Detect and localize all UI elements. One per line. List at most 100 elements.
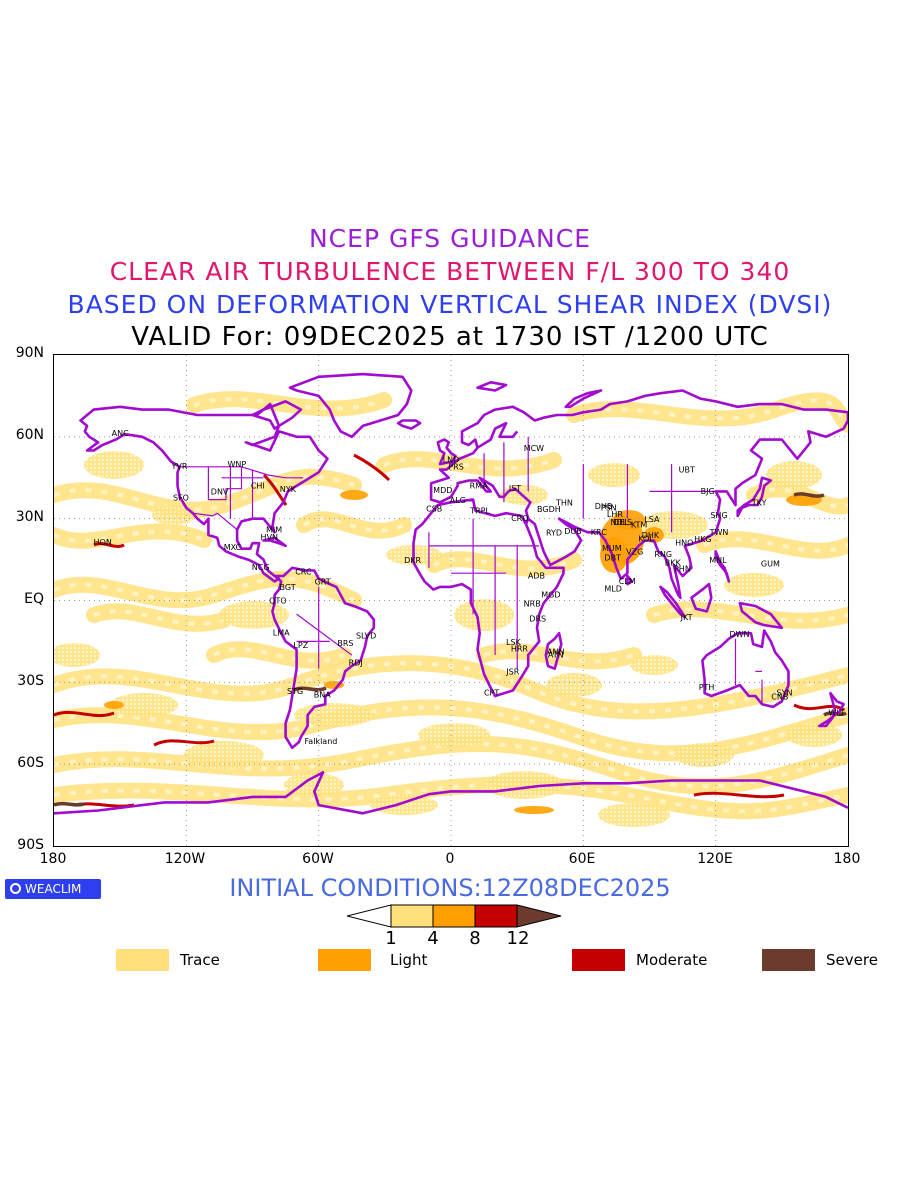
- station-label-stg: STG: [287, 687, 303, 696]
- lon-label-180w: 180: [39, 851, 67, 867]
- station-label-lsa: LSA: [644, 515, 660, 524]
- trace-band-gap: [54, 474, 355, 512]
- colorbar: [347, 904, 562, 928]
- coastline-iceland: [396, 419, 422, 430]
- station-label-mim: MIM: [266, 526, 282, 535]
- coastline-baffin: [251, 400, 303, 430]
- trace-band-gap: [54, 576, 355, 603]
- trace-patch: [598, 803, 670, 827]
- station-label-phn: PHN: [674, 564, 691, 573]
- station-label-dub: DUB: [564, 527, 582, 536]
- station-label-lsk: LSK: [506, 638, 522, 647]
- station-label-drs: DRS: [529, 615, 546, 624]
- colorbar-tick-4: 4: [427, 928, 439, 949]
- weaclim-logo: WEACLIM: [5, 879, 101, 899]
- trace-band: [54, 655, 848, 720]
- turbulence-layer: [54, 391, 848, 827]
- trace-patch: [786, 723, 842, 747]
- station-label-dhk: DHK: [642, 531, 660, 540]
- station-label-wnp: WNP: [227, 460, 246, 469]
- trace-patch: [454, 599, 514, 631]
- coastline-south-america: [271, 566, 376, 750]
- station-label-ann: ANN: [547, 648, 564, 657]
- weaclim-label: WEACLIM: [25, 882, 82, 896]
- trace-band-gap: [383, 457, 555, 471]
- legend-swatch-trace: [116, 949, 169, 971]
- station-label-hon: HON: [94, 538, 112, 547]
- trace-band: [54, 468, 362, 518]
- station-label-falkland: Falkland: [304, 737, 337, 746]
- legend-label-moderate: Moderate: [636, 951, 708, 969]
- trace-patch: [630, 655, 678, 675]
- trace-patch: [84, 451, 144, 479]
- trace-band-gap: [213, 647, 345, 663]
- station-label-shg: SHG: [710, 511, 727, 520]
- station-label-ndls: NDLS: [610, 518, 632, 527]
- station-label-hno: HNO: [675, 539, 693, 548]
- colorbar-bin-4-8: [432, 904, 476, 928]
- station-label-atn: ATN: [548, 651, 564, 660]
- moderate-streak: [153, 739, 215, 747]
- station-label-kol: KOL: [638, 534, 654, 543]
- lat-label-90n: 90N: [15, 345, 44, 361]
- moderate-streak: [693, 791, 785, 799]
- lat-label-90s: 90S: [17, 837, 44, 853]
- trace-band-gap: [93, 609, 225, 626]
- moderate-streak: [353, 453, 391, 482]
- coastline-greenland: [288, 372, 413, 439]
- severe-streak: [793, 492, 825, 498]
- station-label-anc: ANC: [112, 429, 129, 438]
- station-label-mld: MLD: [604, 585, 622, 594]
- trace-patch: [674, 743, 734, 767]
- initial-conditions: INITIAL CONDITIONS:12Z08DEC2025: [229, 874, 671, 902]
- legend-swatch-severe: [762, 949, 815, 971]
- station-label-krc: KRC: [591, 528, 607, 537]
- station-label-mnl: MNL: [709, 556, 727, 565]
- legend-label-severe: Severe: [826, 951, 878, 969]
- colorbar-under-arrow: [347, 904, 392, 928]
- severe-streak: [54, 801, 85, 807]
- coastline-madagascar: [544, 631, 563, 670]
- station-label-tky: TKY: [751, 499, 767, 508]
- colorbar-tick-8: 8: [469, 928, 481, 949]
- light-turbulence-area: [514, 806, 554, 814]
- coastline-scandinavia-gulf: [476, 421, 519, 449]
- coastline-new-zealand: [818, 691, 845, 728]
- trace-patch: [546, 673, 602, 697]
- coastline-borneo: [690, 582, 713, 613]
- coastlines: [54, 372, 848, 815]
- station-label-hrr: HRR: [511, 645, 529, 654]
- lon-label-0: 0: [445, 851, 455, 867]
- trace-patch: [184, 741, 264, 769]
- coastline-arabia-sea-line: [520, 515, 530, 526]
- station-label-dwn: DWN: [729, 630, 749, 639]
- station-label-wlt: WLT: [828, 709, 844, 718]
- station-label-ubt: UBT: [679, 465, 695, 474]
- station-label-grt: GRT: [315, 578, 331, 587]
- legend-swatch-moderate: [572, 949, 625, 971]
- station-label-hkg: HKG: [694, 535, 711, 544]
- station-label-jkt: JKT: [680, 613, 693, 622]
- station-label-mcw: MCW: [524, 444, 544, 453]
- colorbar-bin-1-4: [390, 904, 434, 928]
- light-turbulence-area: [340, 490, 368, 500]
- trace-patch: [484, 771, 564, 799]
- station-label-nrb: NRB: [524, 600, 541, 609]
- coastline-svalbard: [476, 381, 508, 392]
- political-border: [177, 466, 304, 479]
- station-label-ist: IST: [509, 484, 521, 493]
- light-turbulence-area: [613, 510, 645, 530]
- legend-swatch-light: [318, 949, 371, 971]
- lon-label-60w: 60W: [302, 851, 334, 867]
- trace-patch: [54, 643, 100, 667]
- station-label-yvr: YVR: [171, 462, 188, 471]
- trace-band-gap: [54, 742, 848, 789]
- lon-label-120w: 120W: [164, 851, 206, 867]
- lon-label-120e: 120E: [697, 851, 733, 867]
- station-label-rng: RNG: [654, 550, 672, 559]
- station-label-mxc: MXC: [224, 543, 242, 552]
- coastline-cuba: [262, 536, 287, 548]
- lat-label-30n: 30N: [15, 509, 44, 525]
- severe-streak: [293, 686, 327, 692]
- station-label-dbt: DBT: [604, 554, 621, 563]
